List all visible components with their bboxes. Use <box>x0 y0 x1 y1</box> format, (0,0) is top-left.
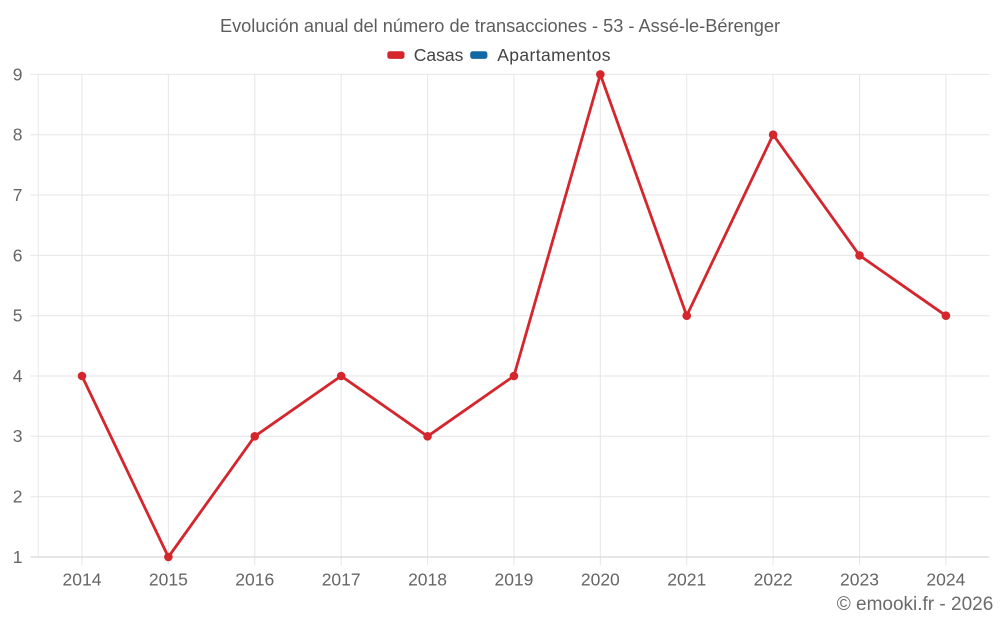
svg-text:1: 1 <box>13 547 23 567</box>
svg-text:2019: 2019 <box>494 570 533 590</box>
svg-text:7: 7 <box>13 185 23 205</box>
svg-text:Casas: Casas <box>414 45 464 65</box>
svg-text:2014: 2014 <box>63 570 102 590</box>
svg-text:2017: 2017 <box>322 570 361 590</box>
svg-text:2016: 2016 <box>235 570 274 590</box>
svg-text:8: 8 <box>13 125 23 145</box>
svg-text:2: 2 <box>13 487 23 507</box>
svg-text:4: 4 <box>13 366 23 386</box>
svg-text:2015: 2015 <box>149 570 188 590</box>
svg-text:6: 6 <box>13 245 23 265</box>
svg-text:2024: 2024 <box>926 570 965 590</box>
svg-text:2021: 2021 <box>667 570 706 590</box>
svg-text:9: 9 <box>13 64 23 84</box>
svg-text:© emooki.fr - 2026: © emooki.fr - 2026 <box>837 594 994 615</box>
svg-text:5: 5 <box>13 306 23 326</box>
svg-text:Evolución anual del número de: Evolución anual del número de transaccio… <box>220 16 780 36</box>
svg-text:2018: 2018 <box>408 570 447 590</box>
svg-text:2022: 2022 <box>754 570 793 590</box>
svg-text:3: 3 <box>13 426 23 446</box>
svg-text:2020: 2020 <box>581 570 620 590</box>
svg-text:Apartamentos: Apartamentos <box>497 45 611 65</box>
svg-text:2023: 2023 <box>840 570 879 590</box>
